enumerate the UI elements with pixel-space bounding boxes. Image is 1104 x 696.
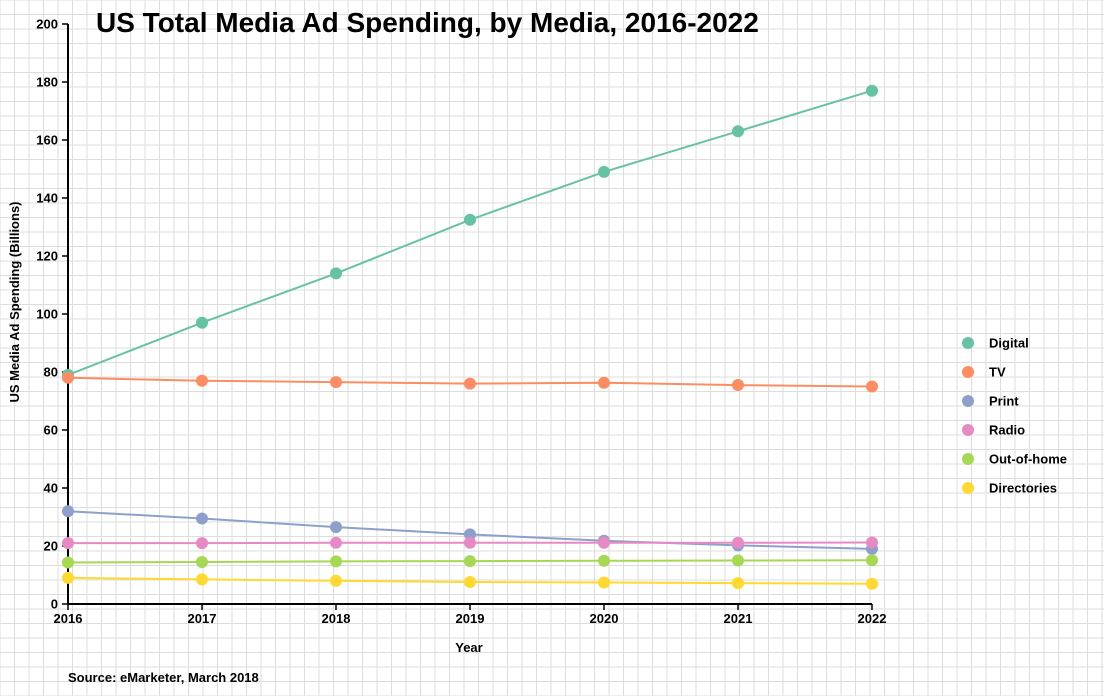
data-point-tv bbox=[866, 380, 878, 393]
series-radio bbox=[62, 536, 878, 550]
y-tick-label: 120 bbox=[36, 249, 58, 264]
series-digital bbox=[62, 84, 878, 381]
x-tick-label: 2022 bbox=[858, 611, 887, 626]
data-point-out-of-home bbox=[196, 555, 208, 568]
data-point-out-of-home bbox=[62, 556, 74, 569]
legend-item-tv: TV bbox=[962, 365, 1006, 380]
legend-label: Out-of-home bbox=[989, 452, 1067, 467]
legend-item-radio: Radio bbox=[962, 423, 1025, 438]
data-point-radio bbox=[62, 537, 74, 550]
y-tick-label: 200 bbox=[36, 17, 58, 32]
data-point-directories bbox=[866, 577, 878, 590]
x-tick-label: 2018 bbox=[322, 611, 351, 626]
data-point-tv bbox=[464, 377, 476, 390]
data-point-out-of-home bbox=[866, 554, 878, 567]
data-point-radio bbox=[330, 536, 342, 549]
series-out-of-home bbox=[62, 554, 878, 569]
y-tick-label: 180 bbox=[36, 75, 58, 90]
legend-swatch bbox=[962, 395, 974, 407]
y-tick-label: 0 bbox=[51, 597, 58, 612]
y-tick-label: 60 bbox=[44, 423, 58, 438]
data-point-digital bbox=[330, 267, 342, 280]
y-tick-label: 20 bbox=[44, 539, 58, 554]
data-point-out-of-home bbox=[330, 555, 342, 568]
x-axis-title: Year bbox=[455, 640, 482, 655]
data-point-directories bbox=[732, 577, 744, 590]
data-point-radio bbox=[196, 537, 208, 550]
source-note: Source: eMarketer, March 2018 bbox=[68, 670, 259, 685]
data-point-directories bbox=[464, 575, 476, 588]
x-tick-label: 2017 bbox=[188, 611, 217, 626]
legend-item-print: Print bbox=[962, 394, 1019, 409]
data-point-directories bbox=[598, 576, 610, 589]
data-point-digital bbox=[866, 84, 878, 97]
data-point-digital bbox=[732, 125, 744, 138]
legend-swatch bbox=[962, 453, 974, 465]
legend-label: Directories bbox=[989, 481, 1057, 496]
data-point-out-of-home bbox=[464, 555, 476, 568]
y-tick-label: 100 bbox=[36, 307, 58, 322]
data-point-print bbox=[62, 505, 74, 518]
data-point-tv bbox=[196, 374, 208, 387]
x-tick-label: 2021 bbox=[724, 611, 753, 626]
data-point-radio bbox=[732, 536, 744, 549]
axes: 0 20 40 60 80 100 120 140 160 180 200 2016 2017 2018 2… bbox=[36, 17, 886, 627]
data-point-out-of-home bbox=[598, 554, 610, 567]
data-point-radio bbox=[464, 536, 476, 549]
legend-item-directories: Directories bbox=[962, 481, 1057, 496]
data-point-tv bbox=[330, 376, 342, 389]
data-point-radio bbox=[598, 536, 610, 549]
data-point-print bbox=[196, 512, 208, 525]
data-point-directories bbox=[330, 574, 342, 587]
y-axis-title: US Media Ad Spending (Billions) bbox=[7, 201, 22, 402]
legend-item-digital: Digital bbox=[962, 336, 1029, 351]
data-point-tv bbox=[62, 371, 74, 384]
y-tick-label: 80 bbox=[44, 365, 58, 380]
legend: Digital TV Print Radio Out-of-home Directorie… bbox=[962, 336, 1067, 496]
series-directories bbox=[62, 571, 878, 590]
x-tick-label: 2019 bbox=[456, 611, 485, 626]
data-point-digital bbox=[464, 213, 476, 226]
chart-title: US Total Media Ad Spending, by Media, 20… bbox=[96, 7, 759, 38]
x-tick-label: 2016 bbox=[54, 611, 83, 626]
data-point-print bbox=[464, 528, 476, 541]
data-point-tv bbox=[598, 376, 610, 389]
series-tv bbox=[62, 371, 878, 393]
series-layer bbox=[62, 84, 878, 590]
data-point-directories bbox=[62, 571, 74, 584]
y-tick-label: 140 bbox=[36, 191, 58, 206]
data-point-digital bbox=[196, 316, 208, 329]
data-point-tv bbox=[732, 379, 744, 392]
legend-label: TV bbox=[989, 365, 1006, 380]
legend-label: Print bbox=[989, 394, 1019, 409]
legend-swatch bbox=[962, 424, 974, 436]
y-tick-label: 160 bbox=[36, 133, 58, 148]
legend-label: Digital bbox=[989, 336, 1029, 351]
legend-label: Radio bbox=[989, 423, 1025, 438]
data-point-digital bbox=[598, 165, 610, 178]
legend-swatch bbox=[962, 482, 974, 494]
legend-swatch bbox=[962, 366, 974, 378]
data-point-print bbox=[330, 521, 342, 534]
data-point-directories bbox=[196, 573, 208, 586]
legend-swatch bbox=[962, 337, 974, 349]
data-point-radio bbox=[866, 536, 878, 549]
x-tick-label: 2020 bbox=[590, 611, 619, 626]
legend-item-out-of-home: Out-of-home bbox=[962, 452, 1067, 467]
data-point-out-of-home bbox=[732, 554, 744, 567]
y-tick-label: 40 bbox=[44, 481, 58, 496]
